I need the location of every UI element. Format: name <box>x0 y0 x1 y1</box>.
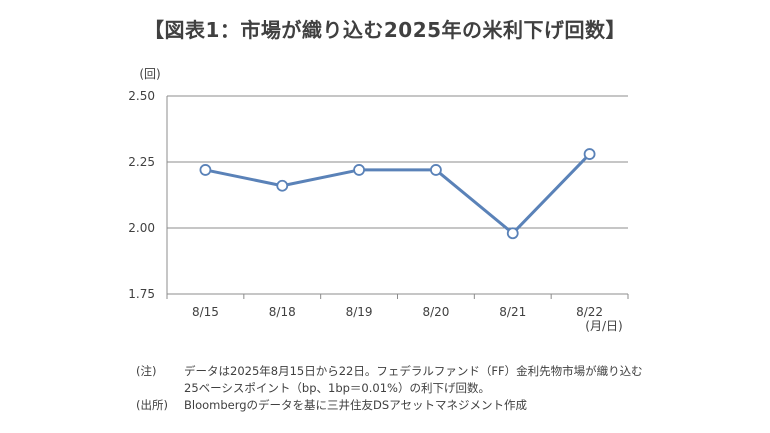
x-tick-label: 8/18 <box>269 305 296 319</box>
y-tick-label: 2.50 <box>128 89 155 103</box>
x-tick-label: 8/22 <box>576 305 603 319</box>
data-point <box>430 164 442 176</box>
x-axis-label: (月/日) <box>585 319 622 333</box>
note-text-line2: 25ベーシスポイント（bp、1bp＝0.01%）の利下げ回数。 <box>184 381 490 395</box>
x-tick-label: 8/20 <box>422 305 449 319</box>
chart-title: 【図表1：市場が織り込む2025年の米利下げ回数】 <box>143 18 627 42</box>
series-line <box>199 148 596 240</box>
data-point <box>583 148 596 160</box>
x-tick-label: 8/21 <box>499 305 526 319</box>
data-point <box>353 164 365 176</box>
note-label: (注) <box>136 364 157 378</box>
x-tick-label: 8/15 <box>192 305 219 319</box>
series-path <box>205 153 591 235</box>
source-text: Bloombergのデータを基に三井住友DSアセットマネジメント作成 <box>184 398 527 412</box>
y-tick-label: 2.00 <box>128 221 155 235</box>
y-axis-ticks: 1.75 2.00 2.25 2.50 <box>128 89 155 301</box>
y-axis-label: (回) <box>139 67 160 81</box>
note-text-line1: データは2025年8月15日から22日。フェデラルファンド（FF）金利先物市場が… <box>184 364 643 378</box>
source-label: (出所) <box>136 398 168 412</box>
data-point <box>199 164 212 176</box>
note-row: (注) データは2025年8月15日から22日。フェデラルファンド（FF）金利先… <box>136 363 643 380</box>
grid-lines <box>166 95 628 295</box>
y-tick-label: 1.75 <box>128 287 155 301</box>
x-tick-label: 8/19 <box>346 305 373 319</box>
source-row: (出所) Bloombergのデータを基に三井住友DSアセットマネジメント作成 <box>136 397 643 414</box>
data-point <box>506 227 519 240</box>
y-tick-label: 2.25 <box>128 155 155 169</box>
x-axis-ticks: 8/15 8/18 8/19 8/20 8/21 8/22 <box>166 294 629 319</box>
notes: (注) データは2025年8月15日から22日。フェデラルファンド（FF）金利先… <box>136 363 643 414</box>
data-point <box>276 179 289 192</box>
